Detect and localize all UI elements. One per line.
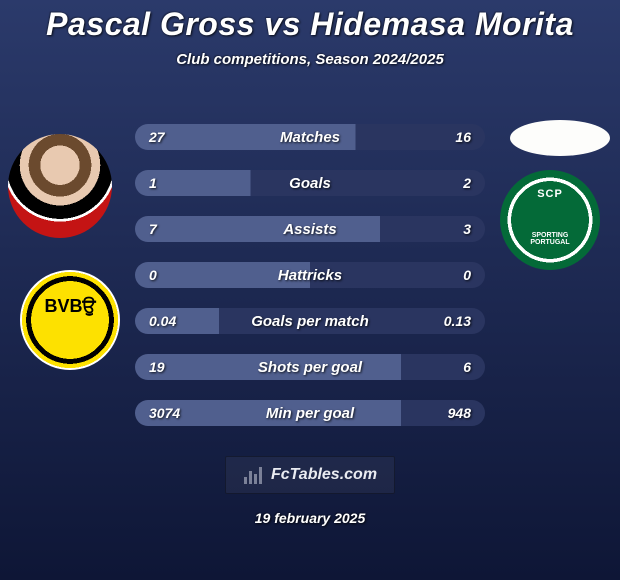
stat-left-value: 0.04 <box>149 313 176 329</box>
stat-label: Shots per goal <box>135 359 485 376</box>
date-text: 19 february 2025 <box>0 510 620 526</box>
comparison-card: Pascal Gross vs Hidemasa Morita Club com… <box>0 0 620 580</box>
stat-label: Hattricks <box>135 267 485 284</box>
stat-row: 27Matches16 <box>135 124 485 150</box>
page-title: Pascal Gross vs Hidemasa Morita <box>0 6 620 43</box>
stat-row: 1Goals2 <box>135 170 485 196</box>
stat-label: Goals per match <box>135 313 485 330</box>
stat-right-value: 16 <box>455 129 471 145</box>
stat-label: Assists <box>135 221 485 238</box>
stat-right-value: 0 <box>463 267 471 283</box>
stat-right-value: 3 <box>463 221 471 237</box>
stat-right-value: 2 <box>463 175 471 191</box>
stat-row: 3074Min per goal948 <box>135 400 485 426</box>
stat-left-value: 1 <box>149 175 157 191</box>
stat-left-value: 19 <box>149 359 165 375</box>
stat-row: 0.04Goals per match0.13 <box>135 308 485 334</box>
club-left-badge <box>20 270 120 370</box>
stat-row: 7Assists3 <box>135 216 485 242</box>
stat-right-value: 6 <box>463 359 471 375</box>
brand-bars-icon <box>243 465 267 485</box>
page-subtitle: Club competitions, Season 2024/2025 <box>0 51 620 68</box>
player-left-avatar <box>8 134 112 238</box>
stat-row: 0Hattricks0 <box>135 262 485 288</box>
stat-label: Goals <box>135 175 485 192</box>
stats-container: 27Matches161Goals27Assists30Hattricks00.… <box>135 124 485 446</box>
stat-right-value: 948 <box>448 405 471 421</box>
stat-label: Matches <box>135 129 485 146</box>
stat-left-value: 0 <box>149 267 157 283</box>
player-right-avatar <box>510 120 610 156</box>
brand-badge: FcTables.com <box>225 456 395 494</box>
stat-right-value: 0.13 <box>444 313 471 329</box>
stat-label: Min per goal <box>135 405 485 422</box>
brand-text: FcTables.com <box>271 466 377 484</box>
stat-left-value: 27 <box>149 129 165 145</box>
stat-row: 19Shots per goal6 <box>135 354 485 380</box>
club-right-badge <box>500 170 600 270</box>
stat-left-value: 7 <box>149 221 157 237</box>
stat-left-value: 3074 <box>149 405 180 421</box>
